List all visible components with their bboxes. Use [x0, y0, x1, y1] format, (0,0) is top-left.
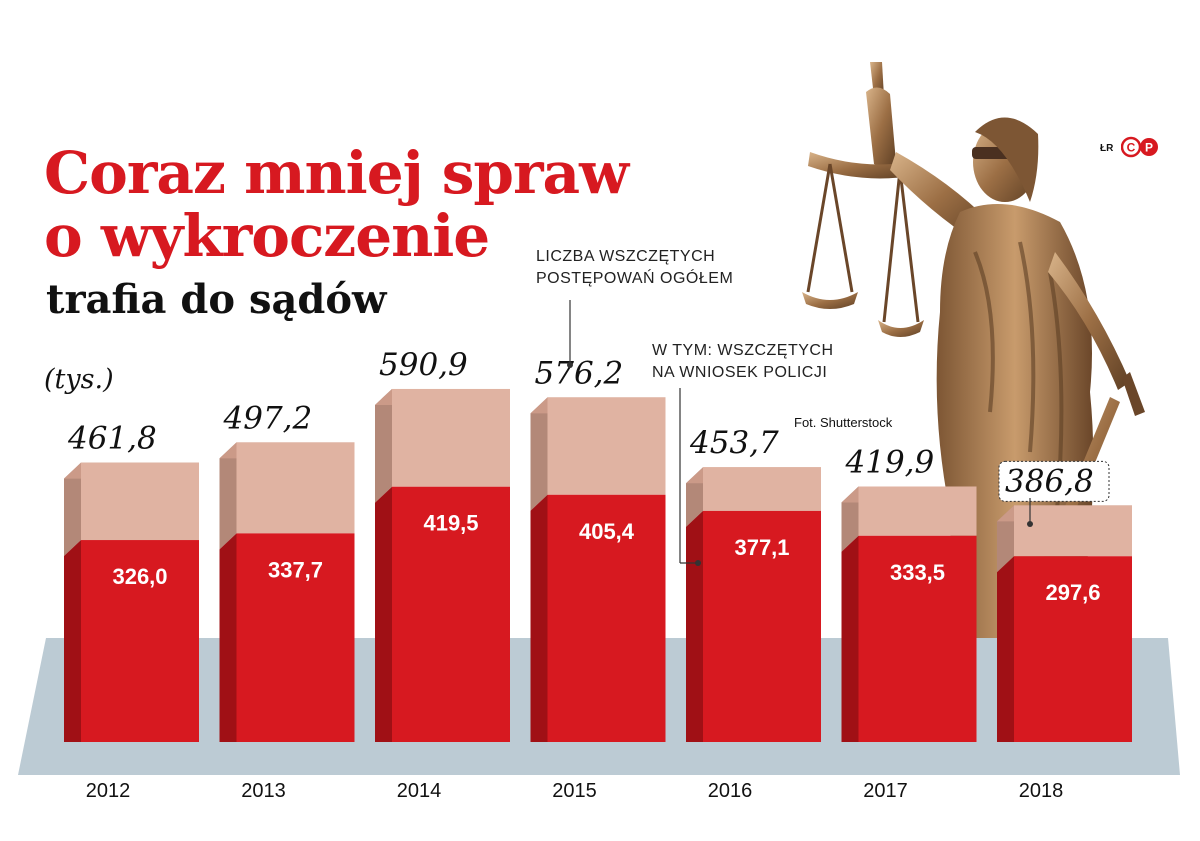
brand-logo: C P [1121, 136, 1158, 158]
bar-group-2017: 333,5 419,9 [841, 444, 977, 742]
bar-total [1014, 505, 1132, 557]
value-label-police: 405,4 [579, 519, 635, 544]
legend-total-dot [567, 362, 573, 368]
value-label-police: 419,5 [423, 511, 478, 536]
legend-total-label: LICZBA WSZCZĘTYCH POSTĘPOWAŃ OGÓŁEM [536, 248, 734, 287]
bar-police [858, 535, 977, 742]
year-label-2015: 2015 [552, 780, 597, 802]
chart-title-line1: Coraz mniej spraw [44, 139, 629, 207]
value-label-total: 590,9 [379, 347, 468, 383]
bar-police-side [686, 510, 703, 742]
value-label-police: 333,5 [890, 560, 945, 585]
year-label-2013: 2013 [241, 780, 286, 802]
year-label-2016: 2016 [708, 780, 753, 802]
bar-police [1014, 556, 1132, 742]
bar-police [703, 510, 821, 742]
bar-total [703, 467, 821, 511]
svg-text:P: P [1145, 141, 1153, 155]
value-label-total: 386,8 [1005, 463, 1094, 499]
value-label-police: 297,6 [1045, 580, 1100, 605]
photo-credit: Fot. Shutterstock [794, 415, 893, 430]
legend-police-dot [695, 560, 701, 566]
chart-title-line2: o wykroczenie [44, 202, 490, 270]
chart-subtitle: trafia do sądów [46, 276, 387, 323]
unit-label: (tys.) [44, 364, 114, 395]
bar-total-side [375, 388, 392, 503]
bar-group-2012: 326,0 461,8 [64, 421, 199, 742]
bar-police-side [219, 533, 237, 742]
year-label-2012: 2012 [86, 780, 131, 802]
bar-total [392, 388, 510, 487]
bar-total-side [219, 442, 237, 550]
bar-group-2013: 337,7 497,2 [219, 400, 355, 742]
bar-total [547, 397, 666, 495]
bar-total-side [997, 505, 1014, 573]
bar-police [392, 486, 510, 742]
highlight-box [998, 460, 1110, 502]
value-label-police: 326,0 [112, 564, 167, 589]
bar-total [858, 486, 977, 536]
bar-police [236, 533, 355, 742]
bar-group-2014: 419,5 590,9 [375, 347, 510, 742]
value-label-total: 419,9 [845, 444, 935, 480]
bar-police-side [64, 540, 81, 742]
bar-group-2018: 297,6 386,8 [997, 460, 1132, 742]
bar-total [236, 442, 355, 534]
bar-total-side [64, 462, 81, 557]
bar-police-side [530, 494, 548, 742]
value-label-total: 576,2 [535, 355, 624, 391]
year-label-2014: 2014 [397, 780, 442, 802]
bar-police [547, 494, 666, 742]
author-initials: ŁR [1100, 143, 1114, 154]
bar-police-side [997, 556, 1014, 742]
bar-police [81, 540, 199, 742]
bar-total [81, 462, 199, 541]
highlight-dot [1027, 521, 1033, 527]
year-label-2018: 2018 [1019, 780, 1064, 802]
value-label-police: 337,7 [268, 557, 323, 582]
bar-total-side [530, 397, 548, 511]
bar-group-2015: 405,4 576,2 [530, 355, 666, 742]
bar-police-side [375, 486, 392, 742]
value-label-total: 461,8 [67, 421, 157, 457]
bar-total-side [841, 486, 859, 552]
bar-police-side [841, 535, 859, 742]
value-label-police: 377,1 [734, 535, 789, 560]
legend-police-label: W TYM: WSZCZĘTYCH NA WNIOSEK POLICJI [652, 342, 834, 381]
bar-group-2016: 377,1 453,7 [686, 425, 821, 742]
svg-text:C: C [1127, 141, 1136, 155]
value-label-total: 453,7 [689, 425, 779, 461]
value-label-total: 497,2 [223, 400, 313, 436]
year-label-2017: 2017 [863, 780, 908, 802]
